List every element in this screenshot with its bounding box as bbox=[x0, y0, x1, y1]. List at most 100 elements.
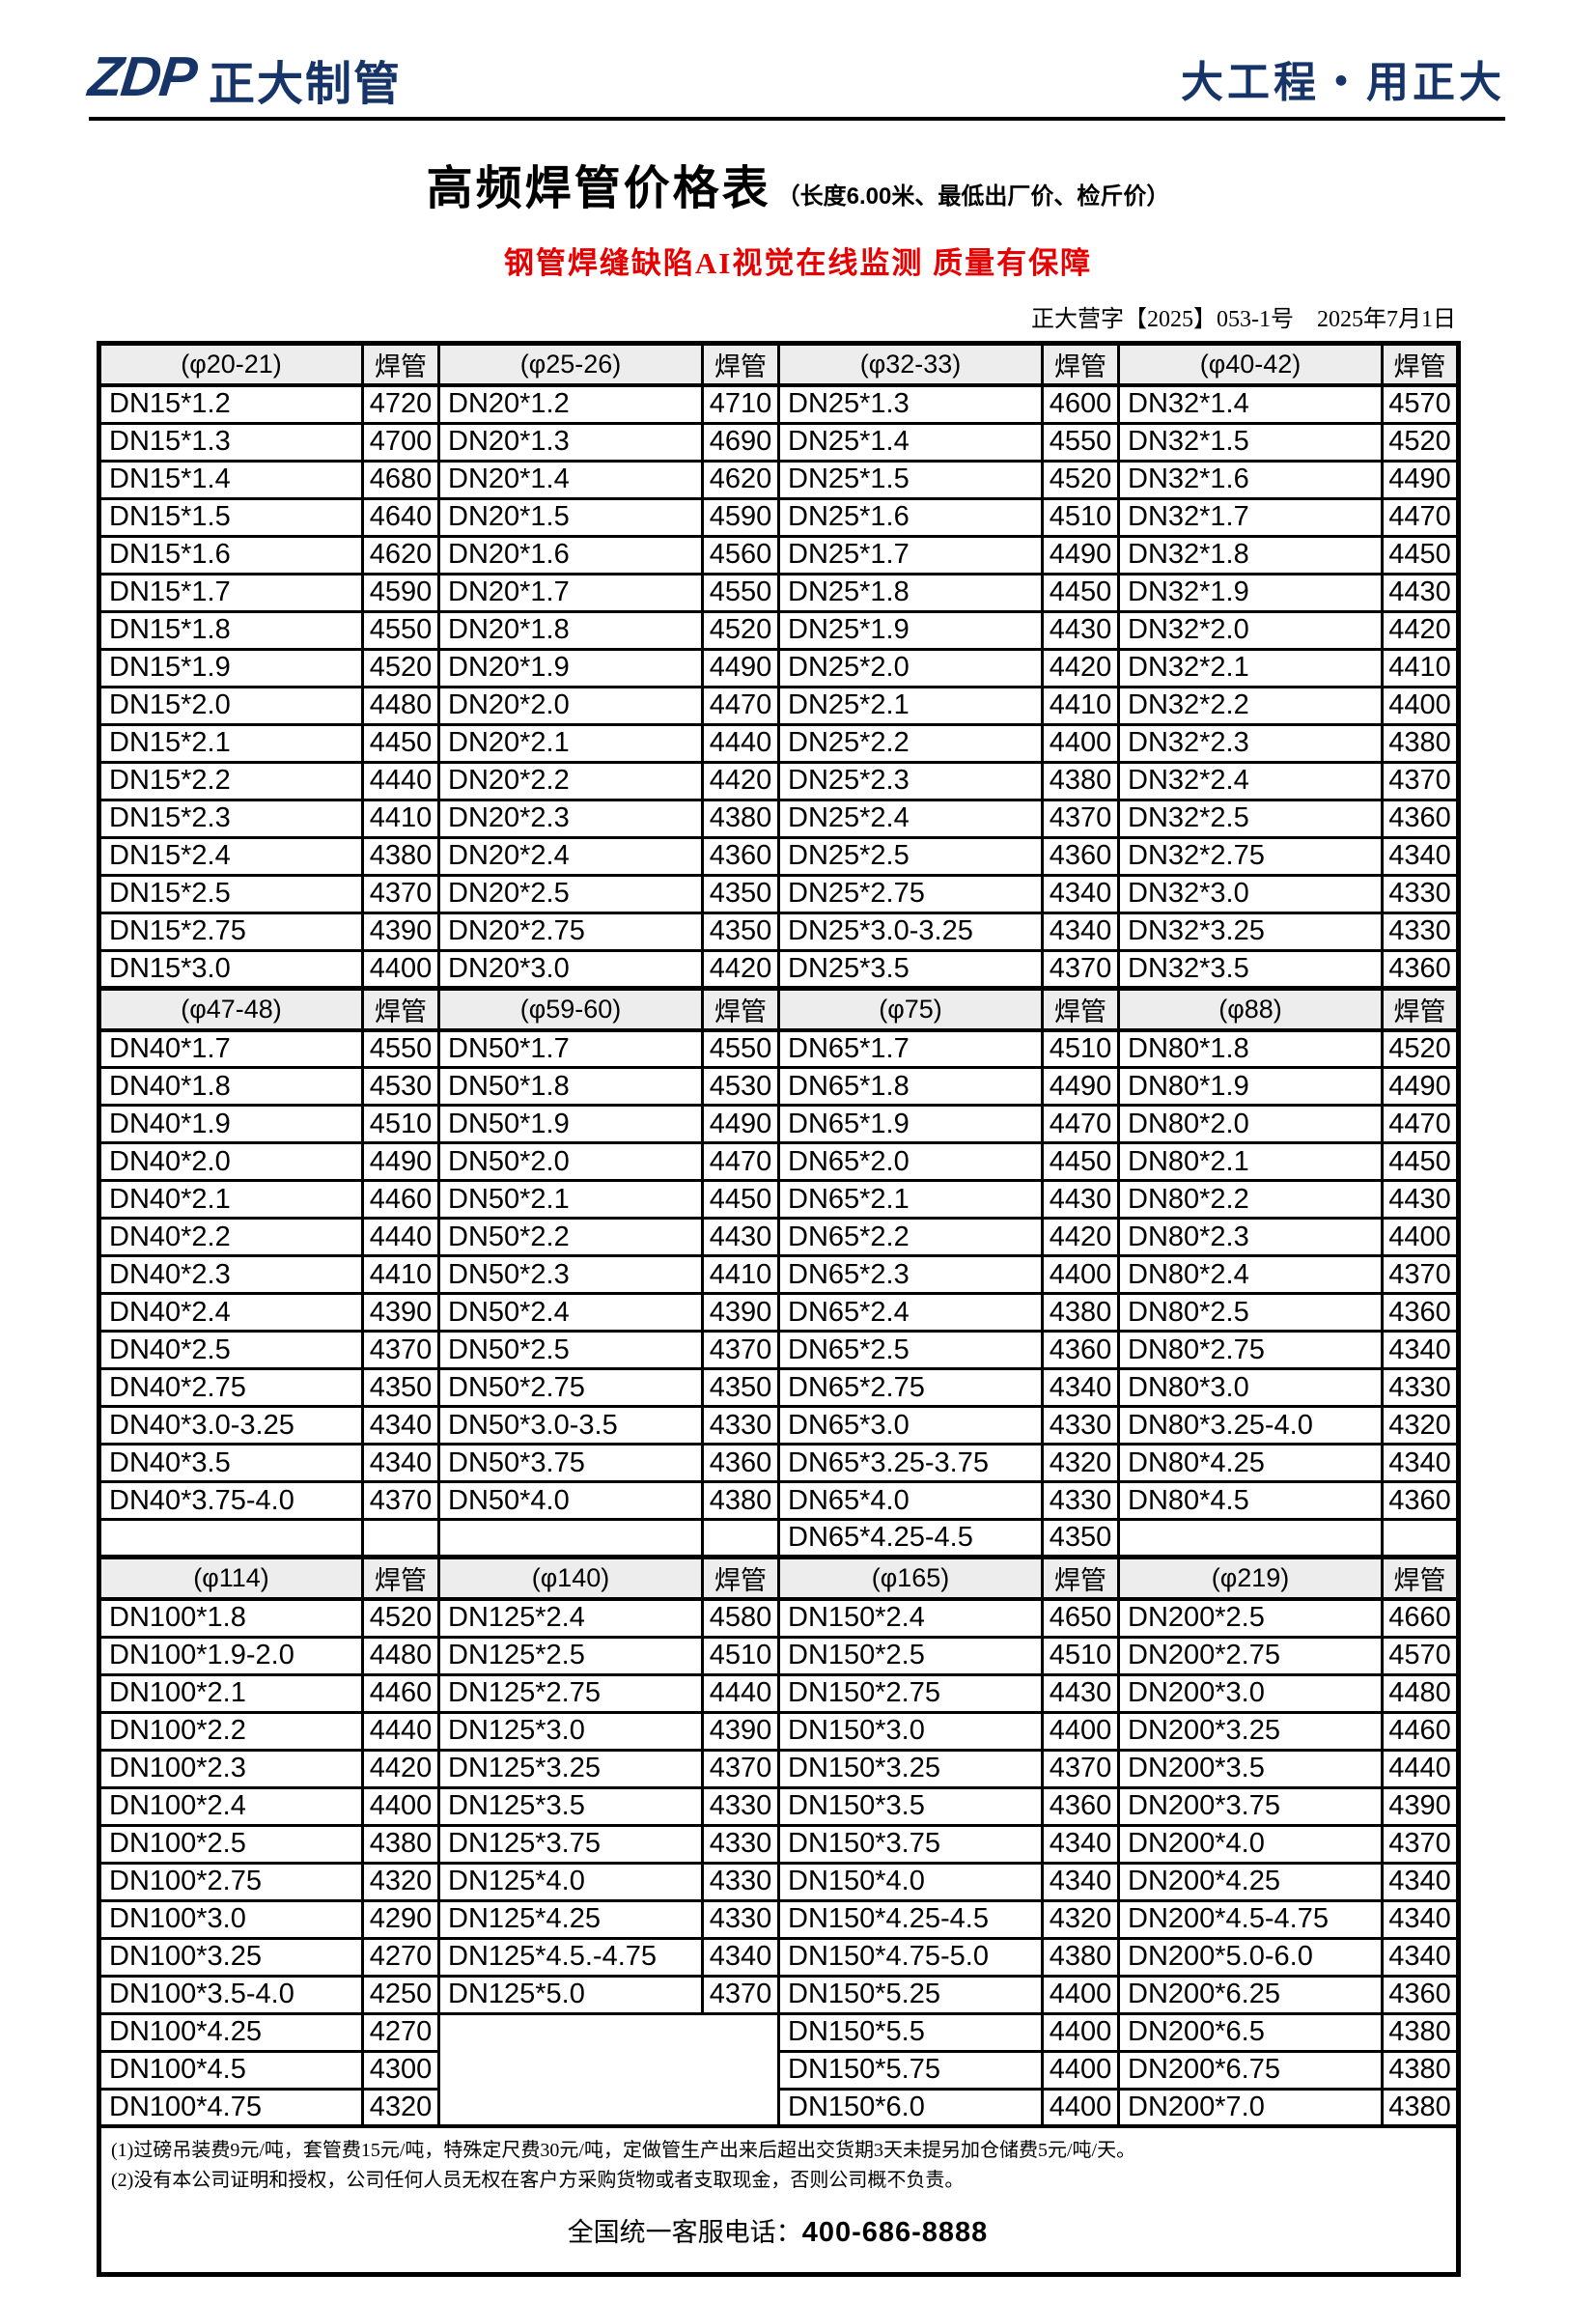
pipe-spec-cell: DN15*2.3 bbox=[98, 798, 364, 839]
size-group-header: (φ165) bbox=[777, 1555, 1044, 1601]
pipe-price-cell: 4490 bbox=[1041, 1066, 1120, 1107]
pipe-price-cell: 4340 bbox=[1381, 1936, 1460, 1978]
table-row: DN15*1.6 4620 DN20*1.6 4560 DN25*1.7 4490 DN32… bbox=[98, 534, 1460, 576]
pipe-price-cell: 4330 bbox=[701, 1898, 780, 1940]
pipe-spec-cell: DN32*1.7 bbox=[1117, 496, 1384, 538]
pipe-spec-cell: DN80*2.2 bbox=[1117, 1179, 1384, 1220]
price-col-header: 焊管 bbox=[1381, 1555, 1460, 1601]
pipe-price-cell: 4480 bbox=[361, 685, 440, 726]
pipe-spec-cell: DN150*6.0 bbox=[777, 2087, 1044, 2128]
pipe-spec-cell: DN40*2.3 bbox=[98, 1254, 364, 1295]
size-group-header: (φ32-33) bbox=[777, 341, 1044, 387]
pipe-spec-cell: DN40*2.2 bbox=[98, 1217, 364, 1257]
table-row: DN40*3.0-3.25 4340 DN50*3.0-3.5 4330 DN65*3.… bbox=[98, 1405, 1460, 1446]
pipe-spec-cell: DN125*4.5.-4.75 bbox=[437, 1936, 704, 1978]
pipe-price-cell: 4650 bbox=[1041, 1597, 1120, 1639]
pipe-spec-cell: DN125*3.75 bbox=[437, 1823, 704, 1865]
pipe-spec-cell: DN50*4.0 bbox=[437, 1480, 704, 1521]
pipe-price-cell: 4330 bbox=[1381, 911, 1460, 952]
pipe-price-cell: 4360 bbox=[1041, 1330, 1120, 1370]
pipe-price-cell: 4320 bbox=[1041, 1898, 1120, 1940]
pipe-price-cell: 4400 bbox=[1041, 1974, 1120, 2015]
pipe-price-cell: 4400 bbox=[1041, 2049, 1120, 2091]
pipe-price-cell: 4370 bbox=[361, 873, 440, 914]
pipe-spec-cell: DN150*4.75-5.0 bbox=[777, 1936, 1044, 1978]
pipe-spec-cell: DN80*2.3 bbox=[1117, 1217, 1384, 1257]
pipe-spec-cell: DN25*1.3 bbox=[777, 383, 1044, 425]
pipe-price-cell: 4400 bbox=[1041, 2087, 1120, 2128]
pipe-price-cell: 4430 bbox=[1381, 572, 1460, 613]
pipe-spec-cell: DN80*1.9 bbox=[1117, 1066, 1384, 1107]
pipe-spec-cell: DN40*3.75-4.0 bbox=[98, 1480, 364, 1521]
table-row: DN100*4.25 4270 DN150*5.5 4400 DN200*6.5 4380 bbox=[98, 2011, 1460, 2128]
pipe-price-cell: 4410 bbox=[361, 1254, 440, 1295]
table-row: DN100*2.75 4320 DN125*4.0 4330 DN150*4.0 4340… bbox=[98, 1861, 1460, 1902]
pipe-spec-cell: DN50*2.2 bbox=[437, 1217, 704, 1257]
pipe-price-cell: 4360 bbox=[1381, 1480, 1460, 1521]
pipe-spec-cell: DN50*2.75 bbox=[437, 1367, 704, 1408]
section-header-row: (φ114) 焊管 (φ140) 焊管 (φ165) 焊管 (φ219) 焊管 bbox=[98, 1555, 1460, 1601]
pipe-spec-cell: DN32*1.9 bbox=[1117, 572, 1384, 613]
pipe-spec-cell: DN32*3.25 bbox=[1117, 911, 1384, 952]
pipe-spec-cell: DN15*2.0 bbox=[98, 685, 364, 726]
pipe-spec-cell: DN80*3.0 bbox=[1117, 1367, 1384, 1408]
pipe-price-cell: 4380 bbox=[361, 1823, 440, 1865]
company-logo: ZDP 正大制管 bbox=[86, 44, 402, 109]
pipe-price-cell: 4620 bbox=[361, 534, 440, 576]
pipe-spec-cell bbox=[98, 1518, 364, 1558]
pipe-price-cell: 4410 bbox=[361, 798, 440, 839]
pipe-spec-cell: DN200*4.25 bbox=[1117, 1861, 1384, 1902]
pipe-price-cell: 4370 bbox=[701, 1974, 780, 2015]
table-row: DN40*1.8 4530 DN50*1.8 4530 DN65*1.8 4490 DN80… bbox=[98, 1066, 1460, 1107]
pipe-spec-cell: DN50*2.0 bbox=[437, 1141, 704, 1182]
pipe-spec-cell: DN65*1.8 bbox=[777, 1066, 1044, 1107]
pipe-price-cell: 4350 bbox=[701, 873, 780, 914]
pipe-spec-cell: DN65*2.1 bbox=[777, 1179, 1044, 1220]
pipe-price-cell: 4300 bbox=[361, 2049, 440, 2091]
pipe-spec-cell: DN40*3.0-3.25 bbox=[98, 1405, 364, 1446]
size-group-header: (φ59-60) bbox=[437, 985, 704, 1032]
pipe-spec-cell: DN40*1.7 bbox=[98, 1028, 364, 1069]
pipe-price-cell: 4410 bbox=[1041, 685, 1120, 726]
footer-notes-cell: (1)过磅吊装费9元/吨，套管费15元/吨，特殊定尺费30元/吨，定做管生产出来… bbox=[98, 2123, 1460, 2275]
pipe-spec-cell: DN40*2.5 bbox=[98, 1330, 364, 1370]
pipe-spec-cell: DN125*4.25 bbox=[437, 1898, 704, 1940]
pipe-spec-cell: DN25*1.8 bbox=[777, 572, 1044, 613]
pipe-spec-cell: DN40*2.75 bbox=[98, 1367, 364, 1408]
logo-zdp-mark: ZDP bbox=[85, 45, 199, 108]
pipe-spec-cell: DN150*4.0 bbox=[777, 1861, 1044, 1902]
size-group-header: (φ219) bbox=[1117, 1555, 1384, 1601]
pipe-spec-cell: DN200*5.0-6.0 bbox=[1117, 1936, 1384, 1978]
pipe-price-cell: 4460 bbox=[361, 1672, 440, 1714]
pipe-spec-cell: DN200*6.75 bbox=[1117, 2049, 1384, 2091]
pipe-spec-cell: DN15*1.7 bbox=[98, 572, 364, 613]
pipe-price-cell: 4320 bbox=[361, 2087, 440, 2128]
pipe-price-cell: 4340 bbox=[1041, 873, 1120, 914]
pipe-spec-cell: DN65*1.7 bbox=[777, 1028, 1044, 1069]
doc-number-date: 正大营字【2025】053-1号 2025年7月1日 bbox=[1031, 307, 1456, 332]
price-col-header: 焊管 bbox=[1041, 1555, 1120, 1601]
table-row: DN40*2.5 4370 DN50*2.5 4370 DN65*2.5 4360 DN80… bbox=[98, 1330, 1460, 1370]
pipe-spec-cell: DN200*2.5 bbox=[1117, 1597, 1384, 1639]
table-row: DN100*4.5 4300 DN150*5.75 4400 DN200*6.75 438… bbox=[98, 2049, 1460, 2091]
brand-slogan: 大工程・用正大 bbox=[1181, 59, 1505, 106]
price-table: (φ20-21) 焊管 (φ25-26) 焊管 (φ32-33) 焊管 (φ40-42) 焊管… bbox=[97, 341, 1461, 2277]
table-row: DN100*2.4 4400 DN125*3.5 4330 DN150*3.5 4360 D… bbox=[98, 1785, 1460, 1827]
pipe-price-cell: 4470 bbox=[1381, 1104, 1460, 1144]
pipe-price-cell: 4470 bbox=[701, 1141, 780, 1182]
pipe-price-cell: 4430 bbox=[1381, 1179, 1460, 1220]
pipe-price-cell: 4320 bbox=[1381, 1405, 1460, 1446]
pipe-spec-cell: DN65*4.0 bbox=[777, 1480, 1044, 1521]
pipe-price-cell: 4440 bbox=[701, 722, 780, 764]
pipe-price-cell: 4470 bbox=[1041, 1104, 1120, 1144]
pipe-spec-cell: DN50*2.4 bbox=[437, 1292, 704, 1333]
price-table-body: (φ20-21) 焊管 (φ25-26) 焊管 (φ32-33) 焊管 (φ40-42) 焊管… bbox=[98, 341, 1460, 2128]
pipe-price-cell: 4520 bbox=[361, 1597, 440, 1639]
price-col-header: 焊管 bbox=[701, 1555, 780, 1601]
pipe-price-cell: 4390 bbox=[701, 1292, 780, 1333]
pipe-price-cell: 4360 bbox=[1381, 1974, 1460, 2015]
pipe-spec-cell: DN15*1.3 bbox=[98, 421, 364, 463]
section-header-row: (φ47-48) 焊管 (φ59-60) 焊管 (φ75) 焊管 (φ88) 焊管 bbox=[98, 985, 1460, 1032]
pipe-price-cell: 4400 bbox=[361, 948, 440, 990]
page-title-sub: （长度6.00米、最低出厂价、检斤价） bbox=[776, 183, 1170, 210]
